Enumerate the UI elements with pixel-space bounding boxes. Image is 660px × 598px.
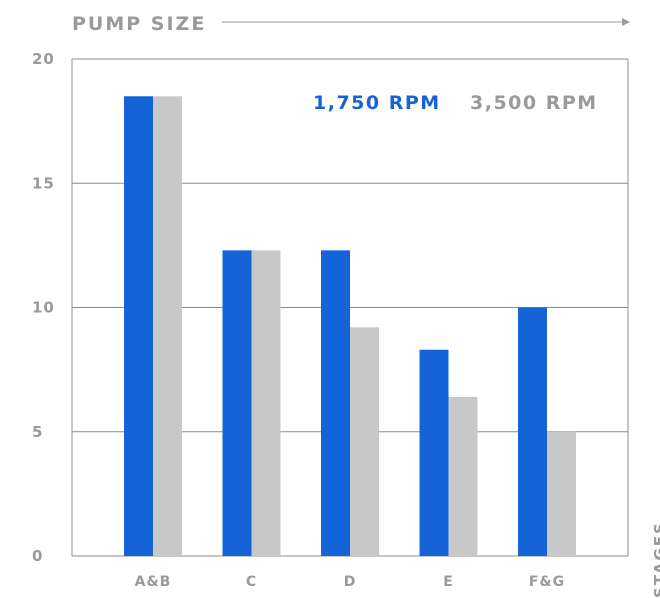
y-tick-label: 15 <box>32 174 55 192</box>
x-category-label: F&G <box>529 574 565 590</box>
bar-rpm-1750 <box>321 250 350 556</box>
bar-rpm-1750 <box>124 96 153 557</box>
x-axis-categories: A&B C D E F&G <box>135 574 565 590</box>
legend-series-2: 3,500 RPM <box>470 92 598 114</box>
bar-rpm-3500 <box>350 327 379 556</box>
y-tick-label: 0 <box>32 547 43 565</box>
x-category-label: C <box>246 574 257 590</box>
bar-rpm-1750 <box>518 307 547 556</box>
y-tick-label: 20 <box>32 50 55 68</box>
legend-series-1: 1,750 RPM <box>313 92 441 114</box>
y-tick-label: 10 <box>32 299 55 317</box>
bar-rpm-3500 <box>251 250 281 556</box>
bar-rpm-1750 <box>222 250 252 556</box>
x-category-label: E <box>443 574 454 590</box>
bar-rpm-3500 <box>547 431 576 556</box>
title-arrow-head <box>622 18 630 26</box>
x-category-label: A&B <box>135 574 172 590</box>
y-axis-ticks: 0 5 10 15 20 <box>32 50 55 565</box>
chart-title: PUMP SIZE <box>72 13 206 35</box>
bar-rpm-1750 <box>419 349 449 556</box>
bar-rpm-3500 <box>448 396 478 556</box>
x-category-label: D <box>344 574 357 590</box>
y-axis-title: STAGES <box>651 521 660 598</box>
y-tick-label: 5 <box>32 423 43 441</box>
bars <box>124 96 576 557</box>
bar-rpm-3500 <box>153 96 182 557</box>
